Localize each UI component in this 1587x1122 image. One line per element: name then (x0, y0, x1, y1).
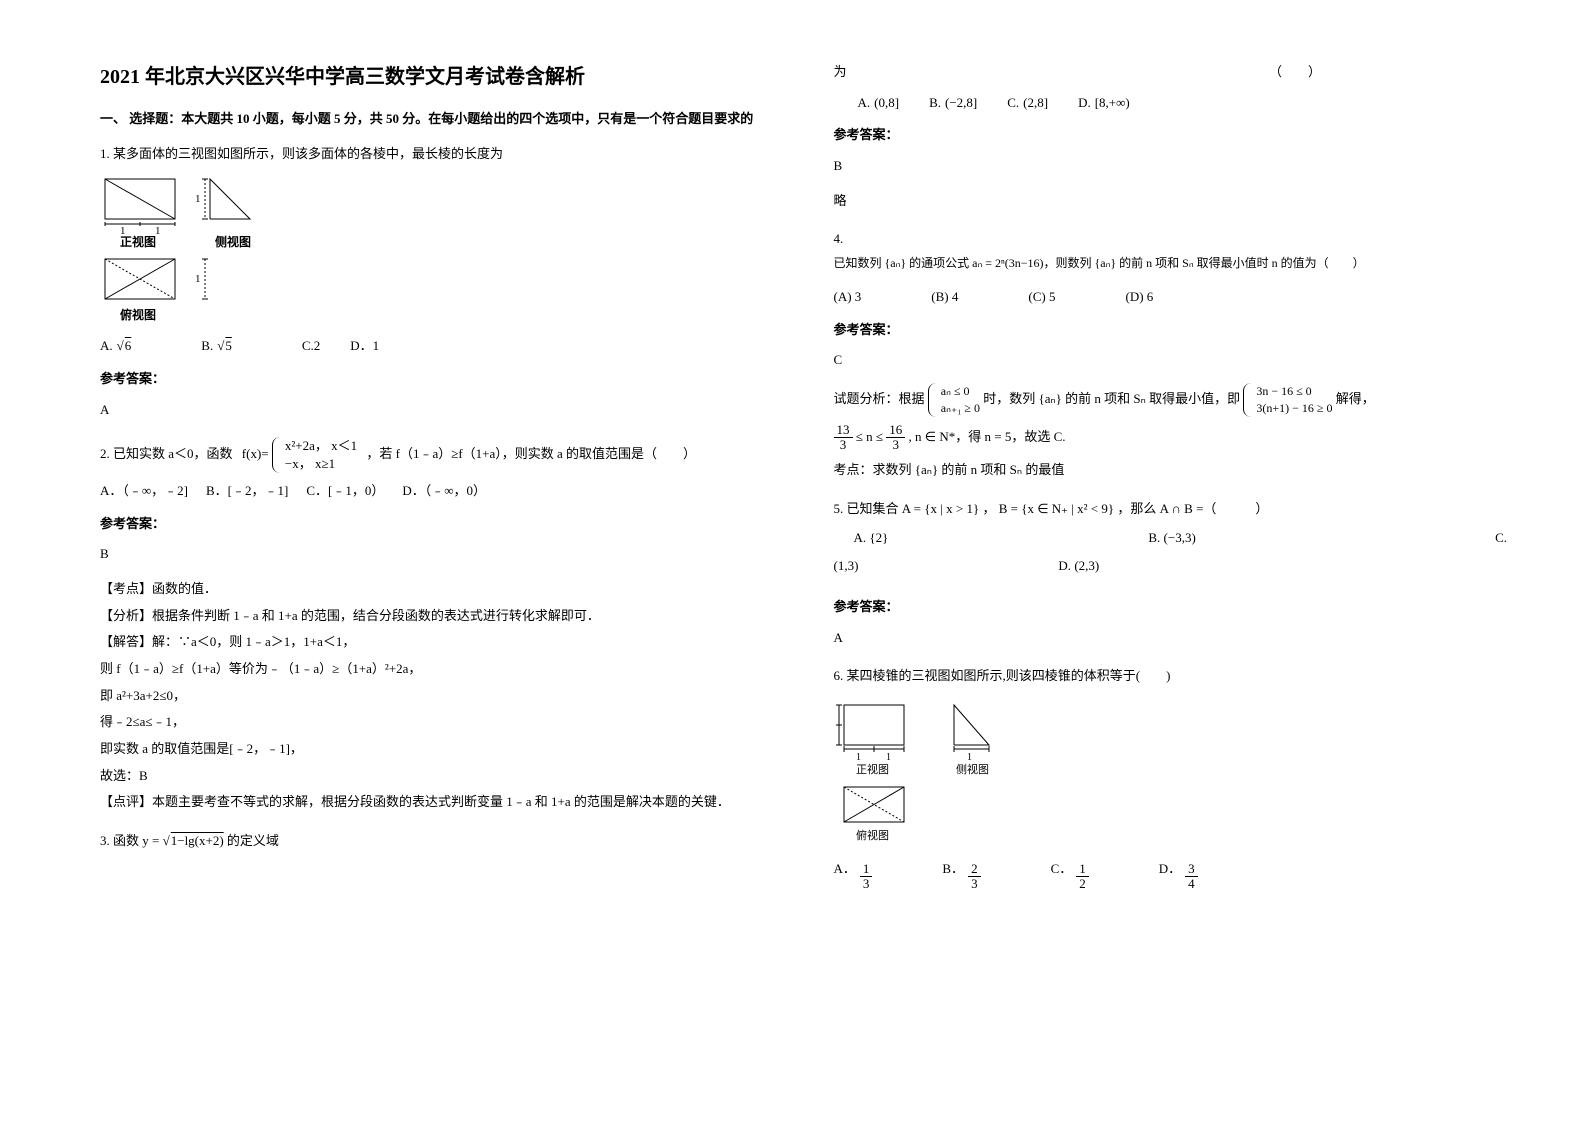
svg-text:1: 1 (195, 193, 201, 205)
question-1: 1. 某多面体的三视图如图所示，则该多面体的各棱中，最长棱的长度为 1 1 1 (100, 142, 774, 423)
q6-optC: C． 12 (1051, 857, 1089, 892)
question-2: 2. 已知实数 a＜0，函数 f(x)= x²+2a， x＜1 −x， x≥1 … (100, 437, 774, 816)
q3-optA: A. (0,8] (858, 91, 900, 116)
q1-text: 1. 某多面体的三视图如图所示，则该多面体的各棱中，最长棱的长度为 (100, 142, 774, 167)
q3-optC: C. (2,8] (1007, 91, 1048, 116)
q2-answer-label: 参考答案： (100, 512, 774, 537)
q2-optA: A．（﹣∞，﹣2] (100, 479, 188, 504)
q4-answer-label: 参考答案： (834, 318, 1508, 343)
q3-brief: 略 (834, 189, 1508, 214)
q2-options: A．（﹣∞，﹣2] B．[﹣2，﹣1] C．[﹣1，0） D．（﹣∞，0） (100, 479, 774, 504)
q3-answer: B (834, 154, 1508, 179)
q2-optD: D．（﹣∞，0） (402, 479, 486, 504)
svg-text:1: 1 (967, 752, 972, 763)
page-title: 2021 年北京大兴区兴华中学高三数学文月考试卷含解析 (100, 60, 774, 89)
q1-options: A. √6 B. √5 C.2 D．1 (100, 334, 774, 359)
q2-optC: C．[﹣1，0） (306, 479, 384, 504)
svg-text:1: 1 (195, 273, 201, 285)
q3-text: 3. 函数 y = √1−lg(x+2) 的定义域 (100, 829, 774, 854)
q5-answer: A (834, 626, 1508, 651)
q5-optD: D. (2,3) (1058, 554, 1099, 579)
q4-num: 4. (834, 227, 1508, 252)
q2-optB: B．[﹣2，﹣1] (206, 479, 288, 504)
q5-optB: B. (−3,3) (1148, 526, 1195, 551)
q1-optA: A. √6 (100, 334, 131, 359)
q5-text: 5. 已知集合 A = {x | x > 1} ， B = {x ∈ N₊ | … (834, 497, 1508, 522)
svg-text:正视图: 正视图 (856, 762, 889, 776)
svg-text:1: 1 (886, 752, 891, 763)
section-heading: 一、 选择题：本大题共 10 小题，每小题 5 分，共 50 分。在每小题给出的… (100, 109, 774, 130)
q1-optC: C.2 (302, 334, 320, 359)
q1-optD: D．1 (350, 334, 379, 359)
svg-text:正视图: 正视图 (120, 234, 156, 249)
right-column: 为 （ ） A. (0,8] B. (−2,8] C. (2,8] D. [8,… (834, 60, 1508, 906)
q3-optB: B. (−2,8] (929, 91, 977, 116)
q5-optA: A. {2} (854, 526, 889, 551)
q4-text: 已知数列 {aₙ} 的通项公式 aₙ = 2ⁿ(3n−16)，则数列 {aₙ} … (834, 252, 1508, 275)
q1-answer-label: 参考答案： (100, 367, 774, 392)
q4-optA: (A) 3 (834, 285, 862, 310)
q6-optB: B． 23 (942, 857, 980, 892)
question-5: 5. 已知集合 A = {x | x > 1} ， B = {x ∈ N₊ | … (834, 497, 1508, 650)
q6-optA: A． 13 (834, 857, 873, 892)
q4-optD: (D) 6 (1125, 285, 1153, 310)
q6-optD: D． 34 (1159, 857, 1198, 892)
q1-optB: B. √5 (201, 334, 232, 359)
q3-tail: 为 （ ） (834, 60, 1508, 85)
q5-optC-val: (1,3) (834, 554, 859, 579)
svg-text:侧视图: 侧视图 (215, 234, 251, 249)
question-3-cont: 为 （ ） A. (0,8] B. (−2,8] C. (2,8] D. [8,… (834, 60, 1508, 213)
svg-text:1: 1 (856, 752, 861, 763)
left-column: 2021 年北京大兴区兴华中学高三数学文月考试卷含解析 一、 选择题：本大题共 … (100, 60, 774, 906)
svg-text:俯视图: 俯视图 (120, 307, 156, 322)
svg-text:俯视图: 俯视图 (856, 828, 889, 842)
question-6: 6. 某四棱锥的三视图如图所示,则该四棱锥的体积等于( ) 11 1 正 (834, 664, 1508, 891)
q5-optC-label: C. (1495, 526, 1507, 551)
q2-text: 2. 已知实数 a＜0，函数 f(x)= x²+2a， x＜1 −x， x≥1 … (100, 437, 774, 473)
q6-diagram: 1 1 1 正视图 侧视图 俯视图 (834, 697, 1508, 847)
question-3: 3. 函数 y = √1−lg(x+2) 的定义域 (100, 829, 774, 854)
question-4: 4. 已知数列 {aₙ} 的通项公式 aₙ = 2ⁿ(3n−16)，则数列 {a… (834, 227, 1508, 482)
q3-optD: D. [8,+∞) (1078, 91, 1130, 116)
q5-options: A. {2} B. (−3,3) C. (1,3) D. (2,3) (834, 526, 1508, 579)
q2-answer: B (100, 542, 774, 567)
q4-optC: (C) 5 (1028, 285, 1055, 310)
q2-explain: 【考点】函数的值． 【分析】根据条件判断 1﹣a 和 1+a 的范围，结合分段函… (100, 577, 774, 815)
q6-text: 6. 某四棱锥的三视图如图所示,则该四棱锥的体积等于( ) (834, 664, 1508, 689)
q5-answer-label: 参考答案： (834, 595, 1508, 620)
q4-options: (A) 3 (B) 4 (C) 5 (D) 6 (834, 285, 1508, 310)
q4-optB: (B) 4 (931, 285, 958, 310)
q4-explain: 试题分析：根据 aₙ ≤ 0 aₙ₊₁ ≥ 0 时，数列 {aₙ} 的前 n 项… (834, 383, 1508, 483)
svg-text:侧视图: 侧视图 (956, 762, 989, 776)
q1-diagram: 1 1 1 正视图 侧视图 1 (100, 174, 774, 324)
q4-answer: C (834, 348, 1508, 373)
q3-options: A. (0,8] B. (−2,8] C. (2,8] D. [8,+∞) (858, 91, 1508, 116)
q6-options: A． 13 B． 23 C． 12 D． 34 (834, 857, 1508, 892)
q1-answer: A (100, 398, 774, 423)
q3-answer-label: 参考答案： (834, 123, 1508, 148)
